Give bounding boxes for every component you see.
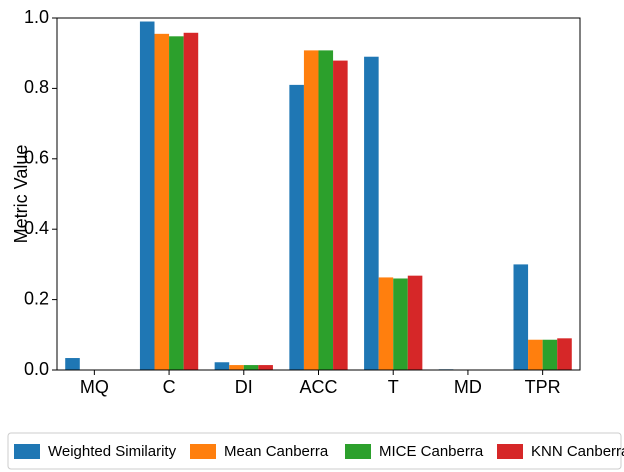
bar [557, 338, 572, 370]
bar [378, 277, 394, 370]
x-tick-label: TPR [525, 377, 561, 397]
bar [214, 362, 230, 370]
bar [229, 365, 244, 370]
plot-frame [56, 17, 581, 371]
legend-label: KNN Canberra [531, 443, 624, 460]
bar [154, 33, 170, 371]
legend-swatch [190, 444, 216, 459]
legend-swatch [497, 444, 523, 459]
bar [513, 264, 529, 370]
legend-label: Weighted Similarity [48, 443, 177, 460]
legend-label: Mean Canberra [224, 443, 329, 460]
bar [139, 21, 155, 371]
x-tick-label: MD [454, 377, 482, 397]
x-tick-label: MQ [80, 377, 109, 397]
bar [333, 60, 348, 370]
y-tick-label: 1.0 [24, 7, 49, 27]
y-tick-label: 0.8 [24, 77, 49, 97]
y-axis-label: Metric Value [11, 145, 31, 244]
bar [258, 365, 273, 370]
y-tick-label: 0.0 [24, 359, 49, 379]
bar [364, 56, 379, 370]
y-tick-label: 0.6 [24, 148, 49, 168]
bar [169, 36, 184, 370]
bar [183, 32, 199, 371]
legend-swatch [14, 444, 40, 459]
bar [65, 358, 80, 370]
bar [318, 50, 334, 370]
x-tick-label: ACC [299, 377, 337, 397]
x-tick-label: C [163, 377, 176, 397]
x-tick-label: DI [235, 377, 253, 397]
bar [528, 339, 543, 370]
x-tick-label: T [388, 377, 399, 397]
legend-swatch [345, 444, 371, 459]
legend-frame [7, 432, 622, 470]
bar [407, 275, 423, 370]
bar [393, 278, 408, 370]
bar [303, 50, 319, 370]
y-tick-label: 0.2 [24, 288, 49, 308]
bar [243, 365, 259, 370]
bar [542, 339, 558, 370]
y-tick-label: 0.4 [24, 218, 49, 238]
bar [289, 84, 304, 370]
legend-label: MICE Canberra [379, 443, 484, 460]
